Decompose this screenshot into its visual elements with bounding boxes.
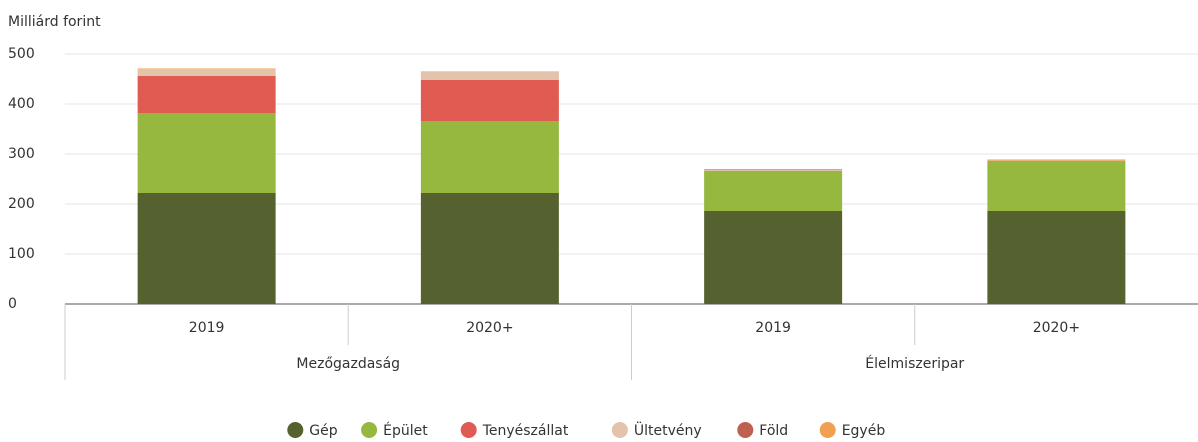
legend-marker: [460, 422, 477, 438]
bar-segment: [987, 159, 1126, 161]
group-label: Mezőgazdaság: [296, 356, 400, 372]
bar-segment: [137, 113, 276, 193]
x-tick-label: 2020+: [1033, 320, 1080, 336]
bar-segment: [137, 76, 276, 113]
x-tick-label: 2019: [189, 320, 225, 336]
y-axis-title: Milliárd forint: [8, 14, 101, 30]
bar-segment: [420, 71, 559, 72]
legend-marker: [819, 422, 836, 438]
legend-label: Épület: [383, 422, 428, 439]
legend-label: Tenyészállat: [482, 423, 569, 439]
bar-segment: [420, 72, 559, 80]
bar-segment: [137, 69, 276, 76]
y-tick-label: 0: [8, 296, 17, 312]
bar-segment: [987, 160, 1126, 161]
bar-segment: [704, 211, 843, 304]
bar-segment: [704, 171, 843, 211]
x-tick-label: 2019: [755, 320, 791, 336]
legend-marker: [611, 422, 628, 438]
legend-label: Ültetvény: [634, 421, 702, 439]
bar-segment: [420, 121, 559, 193]
y-tick-label: 400: [8, 96, 35, 112]
legend-marker: [287, 422, 304, 438]
bar-segment: [420, 193, 559, 304]
bar-segment: [704, 169, 843, 170]
legend-marker: [737, 422, 754, 438]
legend-marker: [361, 422, 378, 438]
bar-segment: [137, 68, 276, 69]
bar-segment: [420, 80, 559, 121]
y-tick-label: 300: [8, 146, 35, 162]
group-label: Élelmiszeripar: [865, 355, 964, 372]
x-tick-label: 2020+: [466, 320, 513, 336]
y-tick-label: 200: [8, 196, 35, 212]
bar-segment: [137, 193, 276, 304]
legend-label: Egyéb: [842, 423, 886, 439]
legend-label: Föld: [759, 423, 788, 439]
bar-segment: [987, 161, 1126, 211]
legend-label: Gép: [309, 423, 337, 439]
bar-segment: [704, 170, 843, 171]
y-tick-label: 100: [8, 246, 35, 262]
y-tick-label: 500: [8, 46, 35, 62]
bar-segment: [987, 211, 1126, 304]
